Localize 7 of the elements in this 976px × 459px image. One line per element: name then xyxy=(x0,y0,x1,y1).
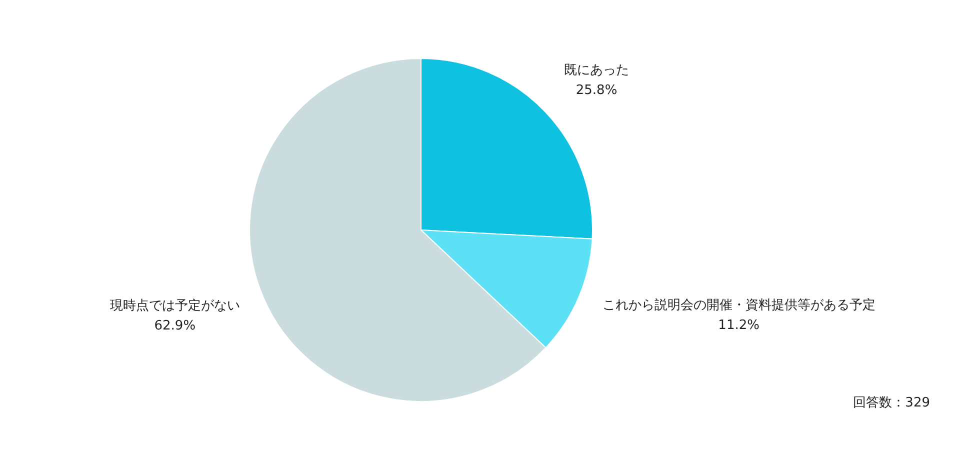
slice-label: 現時点では予定がない xyxy=(110,298,240,314)
data-label: 62.9% xyxy=(154,318,196,334)
slice-label: 既にあった xyxy=(564,62,630,78)
text: 回答数：329 xyxy=(853,395,930,410)
data-label: 11.2% xyxy=(718,318,760,333)
data-label: 25.8% xyxy=(576,82,618,98)
slice-label: これから説明会の開催・資料提供等がある予定 xyxy=(602,298,876,313)
